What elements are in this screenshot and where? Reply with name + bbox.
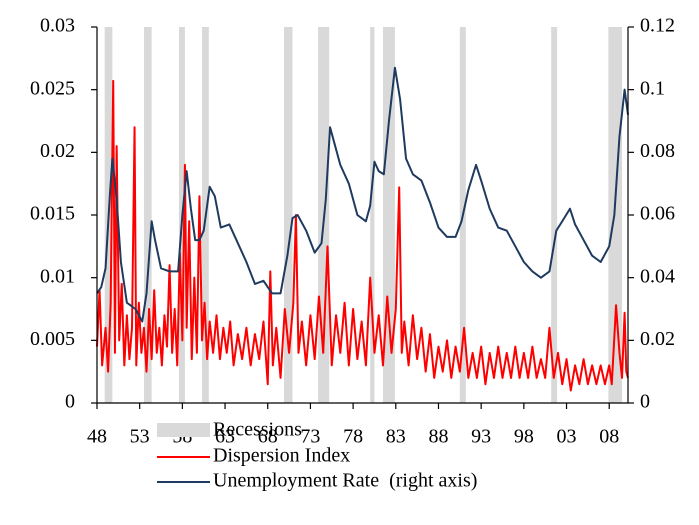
x-tick-label: 48 xyxy=(87,426,107,448)
x-tick-label: 08 xyxy=(599,426,619,448)
x-tick-label: 93 xyxy=(471,426,491,448)
x-tick-label: 88 xyxy=(428,426,448,448)
x-tick-label: 83 xyxy=(386,426,406,448)
y-tick-label: 0.025 xyxy=(30,77,75,99)
y-tick-label: 0.01 xyxy=(40,265,75,287)
y2-tick-label: 0.12 xyxy=(640,15,675,37)
y2-tick-label: 0.08 xyxy=(640,140,675,162)
legend-label: Recessions xyxy=(213,419,302,441)
x-tick-label: 98 xyxy=(514,426,534,448)
y2-tick-label: 0 xyxy=(640,391,650,413)
y-tick-label: 0.015 xyxy=(30,203,75,225)
y-tick-label: 0.02 xyxy=(40,140,75,162)
series-line xyxy=(97,81,628,391)
x-tick-label: 53 xyxy=(130,426,150,448)
y2-tick-label: 0.06 xyxy=(640,203,675,225)
legend-swatch xyxy=(157,423,210,437)
y-tick-label: 0 xyxy=(65,391,75,413)
y2-tick-label: 0.02 xyxy=(640,328,675,350)
y2-tick-label: 0.04 xyxy=(640,265,675,287)
y-tick-label: 0.005 xyxy=(30,328,75,350)
y-tick-label: 0.03 xyxy=(40,15,75,37)
legend-label: Dispersion Index xyxy=(213,445,350,467)
series-line xyxy=(97,68,628,322)
legend-label: Unemployment Rate (right axis) xyxy=(213,470,477,492)
x-tick-label: 03 xyxy=(557,426,577,448)
y2-tick-label: 0.1 xyxy=(640,77,665,99)
